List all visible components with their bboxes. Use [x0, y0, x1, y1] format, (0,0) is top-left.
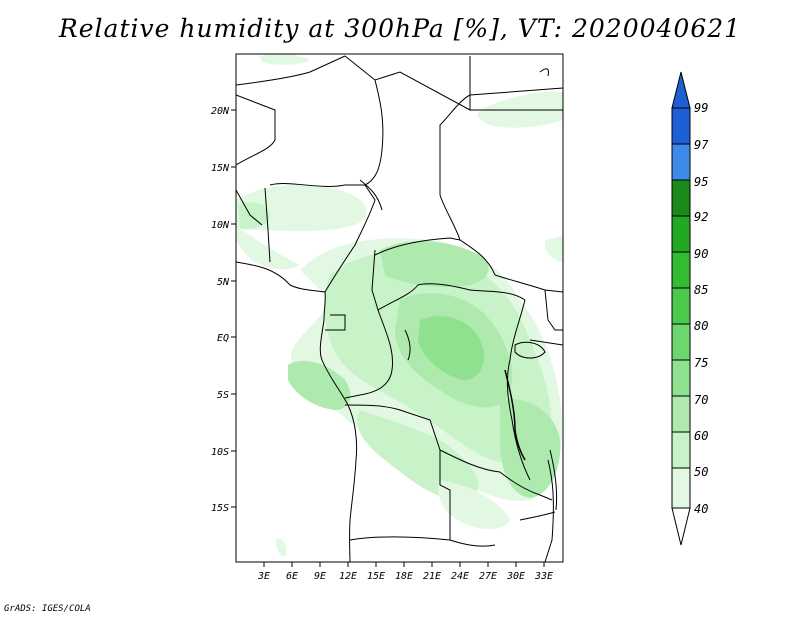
colorbar-label-95: 95 — [694, 175, 708, 189]
colorbar-label-99: 99 — [694, 101, 708, 115]
border-nigeria-cameroon — [324, 184, 376, 293]
lake-malawi — [549, 449, 558, 511]
lat-label-20n: 20N — [211, 106, 230, 117]
humidity-area-north-edge — [260, 54, 310, 65]
colorbar-cell-75 — [671, 323, 691, 361]
colorbar-cell-85 — [671, 251, 691, 289]
colorbar-label-85: 85 — [694, 283, 708, 297]
border-congo-drc — [344, 309, 394, 399]
humidity-area-southwest-edge — [276, 538, 287, 557]
border-nigeria-north — [269, 183, 365, 187]
map-frame — [235, 53, 564, 563]
grads-credit: GrADS: IGES/COLA — [4, 604, 91, 614]
border-sudan-south — [494, 274, 563, 293]
border-algeria-libya — [344, 55, 471, 111]
lon-label-12e: 12E — [339, 571, 357, 582]
colorbar: 99 97 95 92 90 85 80 75 70 60 50 40 — [671, 71, 709, 546]
border-cameroon-car — [371, 249, 379, 311]
lon-label-30e: 30E — [506, 571, 525, 582]
border-mali-niger — [236, 94, 276, 166]
lat-label-15s: 15S — [211, 503, 229, 514]
lon-label-18e: 18E — [395, 571, 413, 582]
colorbar-cell-92 — [671, 179, 691, 217]
map-title: Relative humidity at 300hPa [%], VT: 202… — [58, 14, 742, 43]
colorbar-cell-95 — [671, 143, 691, 181]
border-ghana-togo — [236, 189, 263, 226]
colorbar-label-80: 80 — [694, 319, 708, 333]
lat-label-eq: EQ — [217, 333, 229, 344]
lon-label-21e: 21E — [423, 571, 441, 582]
border-angola-namibia — [349, 536, 496, 547]
colorbar-cell-80 — [671, 287, 691, 325]
humidity-area-south — [356, 410, 479, 501]
humidity-area-far-south — [438, 480, 510, 530]
border-uganda — [529, 339, 563, 346]
border-nigeria-benin — [264, 187, 271, 263]
border-tanzania-mozambique — [519, 511, 556, 521]
border-niger-east — [359, 179, 383, 211]
colorbar-cell-90 — [671, 215, 691, 253]
border-kenya — [544, 289, 563, 331]
colorbar-label-50: 50 — [694, 465, 708, 479]
colorbar-label-70: 70 — [694, 393, 708, 407]
lon-label-9e: 9E — [314, 571, 326, 582]
river-congo — [404, 329, 411, 361]
lat-label-15n: 15N — [211, 163, 230, 174]
lon-label-27e: 27E — [479, 571, 497, 582]
lake-victoria — [514, 341, 546, 359]
border-zambia-east — [499, 471, 553, 501]
colorbar-label-90: 90 — [694, 247, 708, 261]
longitude-ticks: 3E 6E 9E 12E 15E 18E 21E 24E 27E 30E 33E — [257, 562, 553, 582]
border-algeria-mali — [236, 55, 346, 86]
humidity-area-north — [380, 240, 489, 287]
humidity-area-east-edge — [545, 236, 563, 262]
lake-tanganyika — [504, 369, 526, 461]
lon-label-6e: 6E — [286, 571, 298, 582]
humidity-field — [236, 54, 563, 557]
humidity-area-west-band — [236, 225, 300, 270]
lon-label-33e: 33E — [534, 571, 553, 582]
colorbar-label-60: 60 — [694, 429, 708, 443]
colorbar-cell-97 — [671, 107, 691, 145]
coast-north-east — [539, 68, 549, 77]
border-chad-car — [374, 237, 496, 276]
colorbar-cell-40 — [671, 467, 691, 509]
colorbar-bottom-arrow — [671, 507, 691, 546]
lat-label-5n: 5N — [217, 277, 230, 288]
country-borders — [236, 55, 563, 562]
colorbar-label-40: 40 — [694, 502, 708, 516]
border-angola-zambia — [439, 450, 451, 540]
colorbar-label-75: 75 — [694, 356, 708, 370]
lat-label-10n: 10N — [211, 220, 230, 231]
lon-label-24e: 24E — [451, 571, 469, 582]
border-drc-angola — [344, 404, 501, 473]
border-gabon-congo — [325, 314, 346, 331]
colorbar-label-92: 92 — [694, 210, 708, 224]
colorbar-cell-50 — [671, 431, 691, 469]
lon-label-15e: 15E — [367, 571, 385, 582]
border-car-south — [377, 283, 526, 311]
border-east-lower — [544, 459, 554, 562]
border-chad-east — [439, 87, 563, 195]
border-chad-sudan — [439, 194, 461, 241]
latitude-ticks: 20N 15N 10N 5N EQ 5S 10S 15S — [211, 106, 236, 514]
colorbar-top-arrow — [671, 71, 691, 109]
lat-label-10s: 10S — [211, 447, 229, 458]
border-drc-east — [506, 299, 531, 481]
border-niger-chad — [364, 79, 384, 186]
humidity-area-west-coast — [288, 360, 351, 410]
coastline-west-africa — [236, 261, 358, 562]
lat-label-5s: 5S — [217, 390, 229, 401]
colorbar-cell-60 — [671, 395, 691, 433]
humidity-area-core-inner — [418, 316, 485, 380]
lon-label-3e: 3E — [257, 571, 270, 582]
colorbar-label-97: 97 — [694, 138, 709, 152]
colorbar-cell-70 — [671, 359, 691, 397]
